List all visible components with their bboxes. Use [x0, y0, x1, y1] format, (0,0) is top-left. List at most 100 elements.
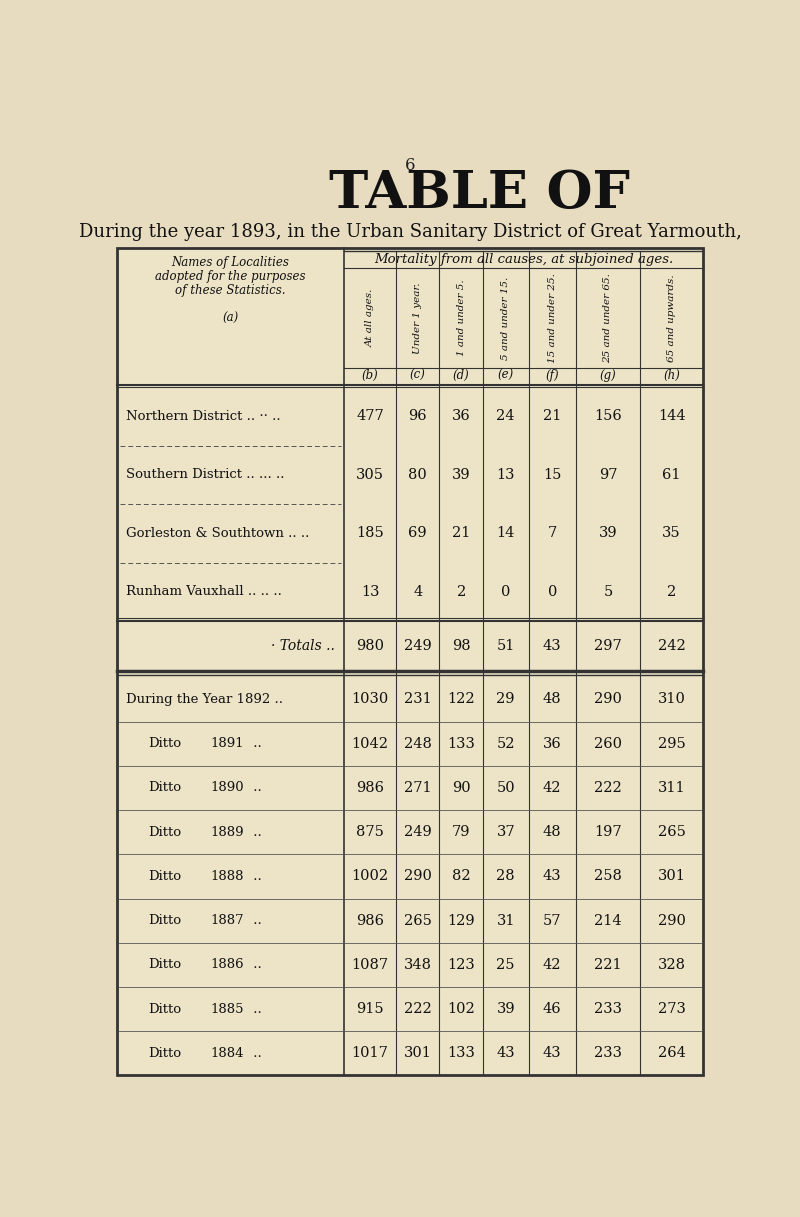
Text: 1030: 1030: [351, 692, 389, 706]
Text: 43: 43: [543, 639, 562, 654]
Text: 242: 242: [658, 639, 686, 654]
Text: 1890: 1890: [210, 781, 244, 795]
Text: 35: 35: [662, 526, 681, 540]
Text: 80: 80: [408, 467, 427, 482]
Text: 297: 297: [594, 639, 622, 654]
Text: 305: 305: [356, 467, 384, 482]
Text: 31: 31: [497, 914, 515, 927]
Text: 57: 57: [543, 914, 562, 927]
Text: TABLE OF: TABLE OF: [330, 168, 630, 219]
Text: (h): (h): [663, 369, 680, 382]
Text: 980: 980: [356, 639, 384, 654]
Text: 1888: 1888: [210, 870, 243, 882]
Text: 97: 97: [598, 467, 618, 482]
Text: 133: 133: [447, 1047, 475, 1060]
Text: 265: 265: [658, 825, 686, 840]
Text: At all ages.: At all ages.: [366, 288, 374, 347]
Text: ..: ..: [249, 825, 262, 839]
Text: 43: 43: [543, 1047, 562, 1060]
Text: ..: ..: [249, 781, 262, 795]
Text: 249: 249: [404, 639, 432, 654]
Text: ..: ..: [249, 1003, 262, 1015]
Text: 21: 21: [452, 526, 470, 540]
Text: 295: 295: [658, 736, 686, 751]
Text: 311: 311: [658, 781, 686, 795]
Text: 222: 222: [594, 781, 622, 795]
Text: (c): (c): [410, 369, 426, 382]
Text: 156: 156: [594, 409, 622, 424]
Text: 102: 102: [447, 1002, 475, 1016]
Text: 43: 43: [543, 869, 562, 884]
Text: 129: 129: [447, 914, 475, 927]
Text: 233: 233: [594, 1002, 622, 1016]
Text: ..: ..: [249, 1047, 262, 1060]
Text: 233: 233: [594, 1047, 622, 1060]
Text: 5: 5: [603, 585, 613, 599]
Text: 1884: 1884: [210, 1047, 243, 1060]
Text: 310: 310: [658, 692, 686, 706]
Text: 7: 7: [547, 526, 557, 540]
Text: 42: 42: [543, 781, 562, 795]
Text: 301: 301: [658, 869, 686, 884]
Text: ..: ..: [249, 738, 262, 750]
Text: 986: 986: [356, 781, 384, 795]
Text: 1042: 1042: [351, 736, 389, 751]
Text: 221: 221: [594, 958, 622, 972]
Text: 6: 6: [405, 157, 415, 174]
Text: 290: 290: [404, 869, 432, 884]
Text: 25: 25: [497, 958, 515, 972]
Text: (a): (a): [222, 312, 238, 325]
Text: 185: 185: [356, 526, 384, 540]
Text: 48: 48: [543, 692, 562, 706]
Text: 1017: 1017: [352, 1047, 389, 1060]
Text: 39: 39: [598, 526, 618, 540]
Text: 79: 79: [452, 825, 470, 840]
Text: 271: 271: [404, 781, 431, 795]
Text: Northern District .. ·· ..: Northern District .. ·· ..: [126, 410, 281, 422]
Text: 0: 0: [547, 585, 557, 599]
Text: 1889: 1889: [210, 825, 244, 839]
Text: 1887: 1887: [210, 914, 244, 927]
Text: 248: 248: [404, 736, 432, 751]
Text: 90: 90: [452, 781, 470, 795]
Text: 1 and under 5.: 1 and under 5.: [457, 280, 466, 357]
Text: (d): (d): [453, 369, 470, 382]
Text: 29: 29: [497, 692, 515, 706]
Text: 36: 36: [452, 409, 470, 424]
Text: ..: ..: [249, 958, 262, 971]
Text: (f): (f): [546, 369, 559, 382]
Text: During the year 1893, in the Urban Sanitary District of Great Yarmouth,: During the year 1893, in the Urban Sanit…: [78, 223, 742, 241]
Text: 15: 15: [543, 467, 562, 482]
Text: 25 and under 65.: 25 and under 65.: [603, 273, 613, 363]
Text: 14: 14: [497, 526, 515, 540]
Text: 264: 264: [658, 1047, 686, 1060]
Text: 52: 52: [497, 736, 515, 751]
Text: ..: ..: [249, 870, 262, 882]
Text: 48: 48: [543, 825, 562, 840]
Text: Names of Localities: Names of Localities: [172, 256, 290, 269]
Text: · Totals ..: · Totals ..: [271, 639, 335, 654]
Text: 222: 222: [404, 1002, 432, 1016]
Text: 328: 328: [658, 958, 686, 972]
Text: 133: 133: [447, 736, 475, 751]
Text: 986: 986: [356, 914, 384, 927]
Text: Ditto: Ditto: [148, 958, 181, 971]
Text: 1002: 1002: [351, 869, 389, 884]
Text: 5 and under 15.: 5 and under 15.: [502, 276, 510, 360]
Text: 13: 13: [361, 585, 379, 599]
Text: adopted for the purposes: adopted for the purposes: [155, 270, 306, 284]
Text: 875: 875: [356, 825, 384, 840]
Text: 1886: 1886: [210, 958, 244, 971]
Text: Ditto: Ditto: [148, 825, 181, 839]
Text: Ditto: Ditto: [148, 738, 181, 750]
Bar: [117, 248, 703, 1076]
Text: ..: ..: [249, 914, 262, 927]
Text: 1087: 1087: [351, 958, 389, 972]
Text: 2: 2: [667, 585, 676, 599]
Text: 98: 98: [452, 639, 470, 654]
Text: 1891: 1891: [210, 738, 244, 750]
Text: 46: 46: [543, 1002, 562, 1016]
Text: 1885: 1885: [210, 1003, 243, 1015]
Text: 301: 301: [404, 1047, 432, 1060]
Text: 348: 348: [404, 958, 432, 972]
